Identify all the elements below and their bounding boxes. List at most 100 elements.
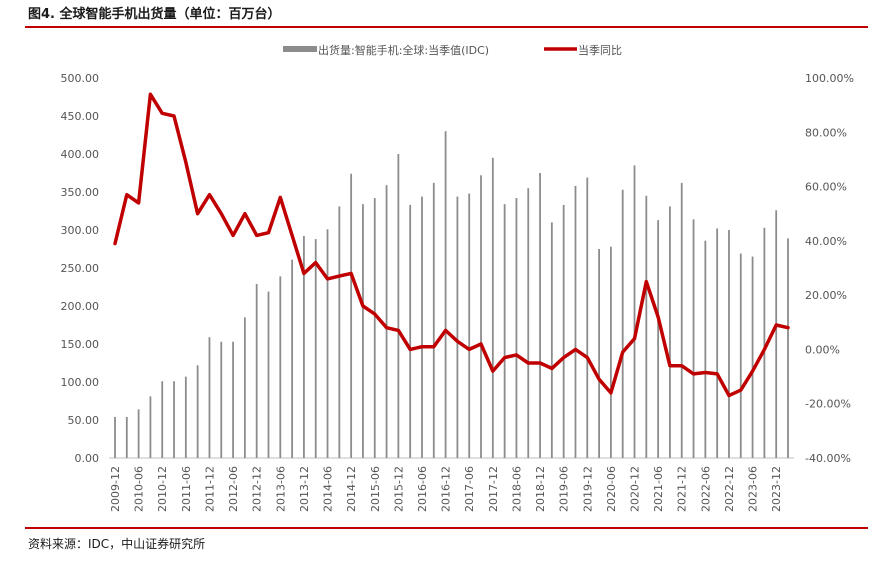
x-tick-label: 2016-12 bbox=[440, 466, 453, 512]
shipment-bar bbox=[586, 177, 589, 458]
x-tick-label: 2017-06 bbox=[463, 466, 476, 512]
shipment-bar bbox=[680, 182, 683, 458]
shipment-bar bbox=[291, 259, 294, 458]
shipment-bar bbox=[704, 240, 707, 458]
shipment-bar bbox=[255, 283, 258, 458]
x-tick-label: 2010-06 bbox=[133, 466, 146, 512]
legend: 出货量:智能手机:全球:当季值(IDC) 当季同比 bbox=[283, 43, 622, 57]
shipment-bar bbox=[220, 341, 223, 458]
x-tick-label: 2009-12 bbox=[109, 466, 122, 512]
shipment-bar bbox=[527, 188, 530, 458]
shipment-bar bbox=[763, 227, 766, 458]
y-right-tick-label: 80.00% bbox=[805, 126, 847, 139]
shipment-bar bbox=[503, 204, 506, 458]
shipment-bar bbox=[645, 195, 648, 459]
shipment-bar bbox=[137, 409, 140, 458]
shipment-bar bbox=[609, 246, 612, 458]
x-tick-label: 2018-06 bbox=[510, 466, 523, 512]
axes: 0.00 50.00 100.00 150.00 200.00 250.00 300.00 3… bbox=[61, 72, 854, 512]
y-left-tick-label: 350.00 bbox=[61, 186, 100, 199]
shipment-bar bbox=[421, 196, 423, 458]
x-tick-label: 2014-12 bbox=[345, 466, 358, 512]
shipment-bar bbox=[633, 165, 636, 458]
shipment-bar bbox=[409, 204, 412, 458]
x-tick-label: 2020-06 bbox=[605, 466, 618, 512]
shipment-bar bbox=[621, 189, 624, 458]
y-left-tick-label: 200.00 bbox=[61, 300, 100, 313]
y-right-tick-label: 40.00% bbox=[805, 235, 847, 248]
x-tick-label: 2020-12 bbox=[629, 466, 642, 512]
shipment-bar bbox=[184, 376, 187, 458]
shipment-bar bbox=[350, 173, 353, 458]
x-tick-label: 2010-12 bbox=[156, 466, 169, 512]
shipment-bar bbox=[739, 253, 742, 458]
y-left-tick-label: 400.00 bbox=[61, 148, 100, 161]
x-tick-label: 2013-06 bbox=[274, 466, 287, 512]
shipment-bar bbox=[385, 185, 388, 458]
shipment-bar bbox=[232, 341, 234, 458]
shipment-bar bbox=[456, 196, 459, 458]
y-left-tick-label: 100.00 bbox=[61, 376, 100, 389]
shipment-bar bbox=[243, 317, 246, 458]
y-left-tick-label: 300.00 bbox=[61, 224, 100, 237]
x-tick-label: 2019-06 bbox=[558, 466, 571, 512]
shipment-bar bbox=[432, 182, 435, 458]
shipment-bar bbox=[491, 157, 494, 459]
shipment-bar bbox=[362, 204, 364, 458]
x-tick-label: 2014-06 bbox=[322, 466, 335, 512]
shipment-bar bbox=[716, 228, 719, 458]
shipment-bar bbox=[539, 173, 541, 458]
x-tick-label: 2012-06 bbox=[227, 466, 240, 512]
shipment-bar bbox=[267, 291, 270, 458]
x-tick-label: 2019-12 bbox=[581, 466, 594, 512]
y-left-tick-label: 0.00 bbox=[75, 452, 100, 465]
y-right-tick-label: 60.00% bbox=[805, 181, 847, 194]
x-tick-label: 2021-12 bbox=[676, 466, 689, 512]
x-tick-label: 2021-06 bbox=[652, 466, 665, 512]
x-tick-label: 2023-12 bbox=[770, 466, 783, 512]
shipment-bar bbox=[338, 206, 341, 458]
shipment-bar bbox=[550, 222, 553, 458]
x-tick-label: 2011-06 bbox=[180, 466, 193, 512]
shipment-bar bbox=[397, 154, 400, 458]
y-left-tick-label: 250.00 bbox=[61, 262, 100, 275]
shipment-bar bbox=[728, 230, 730, 458]
shipment-bar bbox=[751, 256, 754, 458]
y-right-tick-label: -20.00% bbox=[805, 398, 851, 411]
x-tick-label: 2012-12 bbox=[251, 466, 264, 512]
shipment-bar bbox=[480, 175, 482, 458]
shipment-bar bbox=[669, 206, 671, 458]
shipment-bar bbox=[692, 219, 695, 458]
shipment-bar bbox=[114, 416, 116, 458]
y-right-tick-label: 100.00% bbox=[805, 72, 854, 85]
shipment-bar bbox=[125, 416, 128, 458]
shipment-bar bbox=[173, 381, 175, 458]
shipment-bar bbox=[279, 276, 282, 458]
x-tick-label: 2011-12 bbox=[203, 466, 216, 512]
x-tick-label: 2015-12 bbox=[392, 466, 405, 512]
legend-line-label: 当季同比 bbox=[578, 43, 622, 57]
y-left-tick-label: 50.00 bbox=[68, 414, 100, 427]
shipment-bar bbox=[775, 210, 778, 458]
shipment-bar bbox=[468, 193, 471, 458]
legend-bar-swatch bbox=[283, 46, 317, 52]
shipment-bar bbox=[444, 131, 447, 458]
y-right-tick-label: 0.00% bbox=[805, 343, 840, 356]
shipment-bar bbox=[196, 365, 199, 458]
yoy-line bbox=[113, 92, 790, 398]
y-left-tick-label: 450.00 bbox=[61, 110, 100, 123]
shipment-bar bbox=[657, 220, 660, 458]
y-right-tick-label: 20.00% bbox=[805, 289, 847, 302]
y-right-tick-label: -40.00% bbox=[805, 452, 851, 465]
shipment-bar bbox=[562, 204, 565, 458]
shipment-bar bbox=[314, 239, 317, 458]
line-series bbox=[113, 92, 790, 398]
x-tick-label: 2022-12 bbox=[723, 466, 736, 512]
y-left-tick-label: 500.00 bbox=[61, 72, 100, 85]
shipment-bar bbox=[373, 198, 376, 458]
shipment-bar bbox=[149, 396, 152, 458]
shipment-bar bbox=[326, 229, 329, 458]
x-tick-label: 2017-12 bbox=[487, 466, 500, 512]
bar-series bbox=[114, 131, 789, 459]
